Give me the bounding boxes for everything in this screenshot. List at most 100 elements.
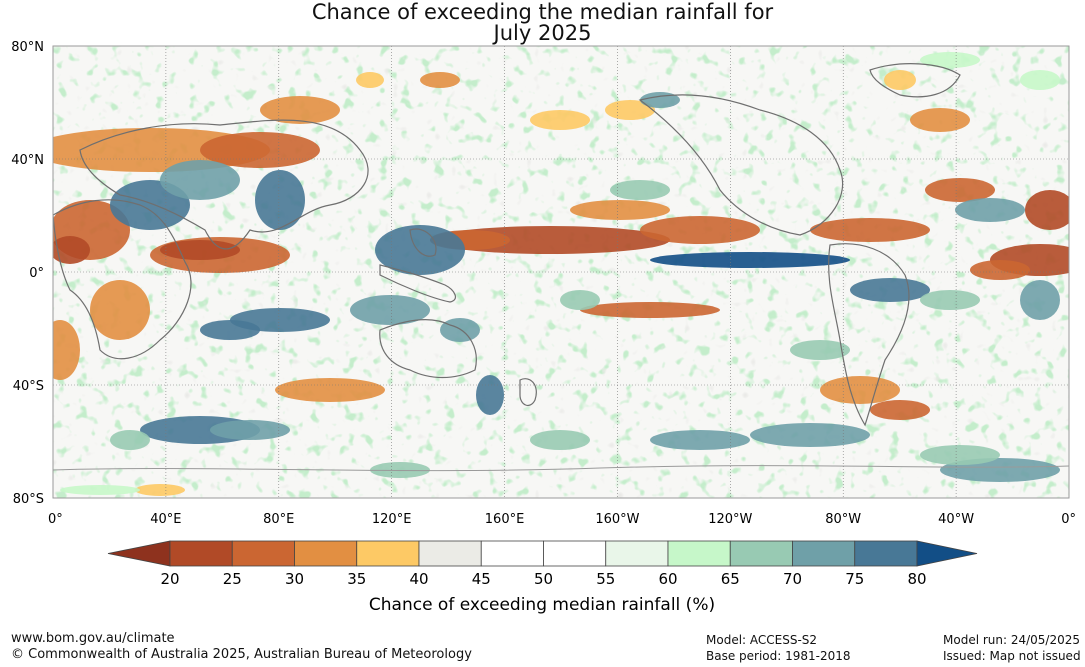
colorbar-tick: 30 — [285, 570, 304, 588]
lon-label: 0° — [1061, 512, 1076, 527]
colorbar-swatch — [418, 540, 482, 567]
lon-label: 0° — [48, 512, 63, 527]
anomaly-patch — [750, 423, 870, 447]
colorbar: 20 25 30 35 40 45 50 55 60 65 70 75 80 — [107, 540, 978, 588]
map-title-line1: Chance of exceeding the median rainfall … — [311, 0, 774, 24]
colorbar-swatch — [729, 540, 793, 567]
anomaly-patch — [530, 430, 590, 450]
anomaly-patch — [160, 240, 240, 260]
footer-copyright: © Commonwealth of Australia 2025, Austra… — [11, 647, 472, 662]
anomaly-patch — [640, 216, 760, 244]
colorbar-tick: 35 — [347, 570, 366, 588]
colorbar-swatch — [480, 540, 544, 567]
colorbar-tick: 80 — [907, 570, 926, 588]
rainfall-anomaly-areas — [53, 52, 1069, 496]
colorbar-tick: 45 — [472, 570, 491, 588]
coastline — [409, 228, 437, 257]
colorbar-tick: 70 — [783, 570, 802, 588]
anomaly-patch — [580, 302, 720, 318]
map-panel — [52, 45, 1070, 499]
colorbar-tick: 20 — [160, 570, 179, 588]
lon-label: 120°W — [708, 512, 752, 527]
colorbar-lower-arrow — [107, 540, 171, 567]
coastline — [638, 94, 844, 236]
lon-label: 40°E — [150, 512, 181, 527]
coastline — [79, 119, 369, 250]
colorbar-tick: 25 — [223, 570, 242, 588]
lon-label: 80°W — [825, 512, 861, 527]
anomaly-patch — [356, 72, 384, 88]
anomaly-patch — [440, 318, 480, 342]
anomaly-patch — [920, 290, 980, 310]
anomaly-patch — [275, 378, 385, 402]
anomaly-patch — [810, 218, 930, 242]
colorbar-tick: 65 — [721, 570, 740, 588]
anomaly-patch — [910, 108, 970, 132]
colorbar-swatch — [605, 540, 669, 567]
colorbar-swatch — [294, 540, 358, 567]
anomaly-patch — [650, 252, 850, 268]
footer-base-period: Base period: 1981-2018 — [706, 649, 851, 663]
lon-label: 40°W — [938, 512, 974, 527]
anomaly-patch — [870, 400, 930, 420]
colorbar-tick: 60 — [658, 570, 677, 588]
latitude-labels: 80°N 40°N 0° 40°S 80°S — [11, 40, 44, 507]
footer-issued: Issued: Map not issued — [943, 649, 1081, 663]
footer-url: www.bom.gov.au/climate — [11, 631, 175, 646]
anomaly-patch — [1020, 280, 1060, 320]
anomaly-patch — [135, 484, 185, 496]
coastline — [828, 243, 910, 427]
anomaly-patch — [640, 92, 680, 108]
anomaly-patch — [210, 420, 290, 440]
colorbar-upper-arrow — [916, 540, 978, 567]
coastline — [53, 199, 192, 360]
anomaly-patch — [60, 485, 140, 495]
longitude-labels: 0° 40°E 80°E 120°E 160°E 160°W 120°W 80°W 40°W 0° — [48, 512, 1076, 527]
anomaly-patch — [375, 225, 465, 275]
anomaly-patch — [570, 200, 670, 220]
footer-model: Model: ACCESS-S2 — [706, 633, 818, 647]
graticule — [53, 46, 1069, 498]
anomaly-patch — [160, 160, 240, 200]
lat-label: 80°N — [11, 40, 44, 55]
lat-label: 80°S — [13, 492, 44, 507]
colorbar-tick: 75 — [845, 570, 864, 588]
lon-label: 160°E — [485, 512, 525, 527]
lat-label: 40°N — [11, 153, 44, 168]
colorbar-swatch — [667, 540, 731, 567]
colorbar-tick: 55 — [596, 570, 615, 588]
lon-label: 120°E — [372, 512, 412, 527]
anomaly-patch — [970, 260, 1030, 280]
lat-label: 40°S — [13, 379, 44, 394]
coastlines — [53, 63, 1069, 472]
anomaly-patch — [110, 430, 150, 450]
anomaly-patch — [850, 278, 930, 302]
colorbar-swatch — [169, 540, 233, 567]
anomaly-patch — [884, 70, 916, 90]
map-title-line2: July 2025 — [493, 21, 592, 45]
anomaly-patch — [53, 320, 80, 380]
footer-model-run: Model run: 24/05/2025 — [943, 633, 1081, 647]
anomaly-patch — [530, 110, 590, 130]
colorbar-tick: 40 — [409, 570, 428, 588]
antarctic-coastline — [53, 465, 1069, 472]
anomaly-patch — [1020, 70, 1060, 90]
colorbar-swatch — [854, 540, 918, 567]
colorbar-tick: 50 — [534, 570, 553, 588]
anomaly-patch — [350, 295, 430, 325]
lon-label: 160°W — [595, 512, 639, 527]
colorbar-swatch — [231, 540, 295, 567]
colorbar-swatch — [792, 540, 856, 567]
map-border — [52, 45, 1070, 499]
coastline — [379, 264, 457, 303]
anomaly-patch — [955, 198, 1025, 222]
anomaly-patch — [255, 170, 305, 230]
coastline — [379, 319, 477, 379]
lon-label: 80°E — [263, 512, 294, 527]
anomaly-patch — [925, 178, 995, 202]
anomaly-patch — [1025, 190, 1069, 230]
anomaly-patch — [53, 236, 90, 264]
coastline — [519, 378, 537, 407]
anomaly-patch — [90, 280, 150, 340]
